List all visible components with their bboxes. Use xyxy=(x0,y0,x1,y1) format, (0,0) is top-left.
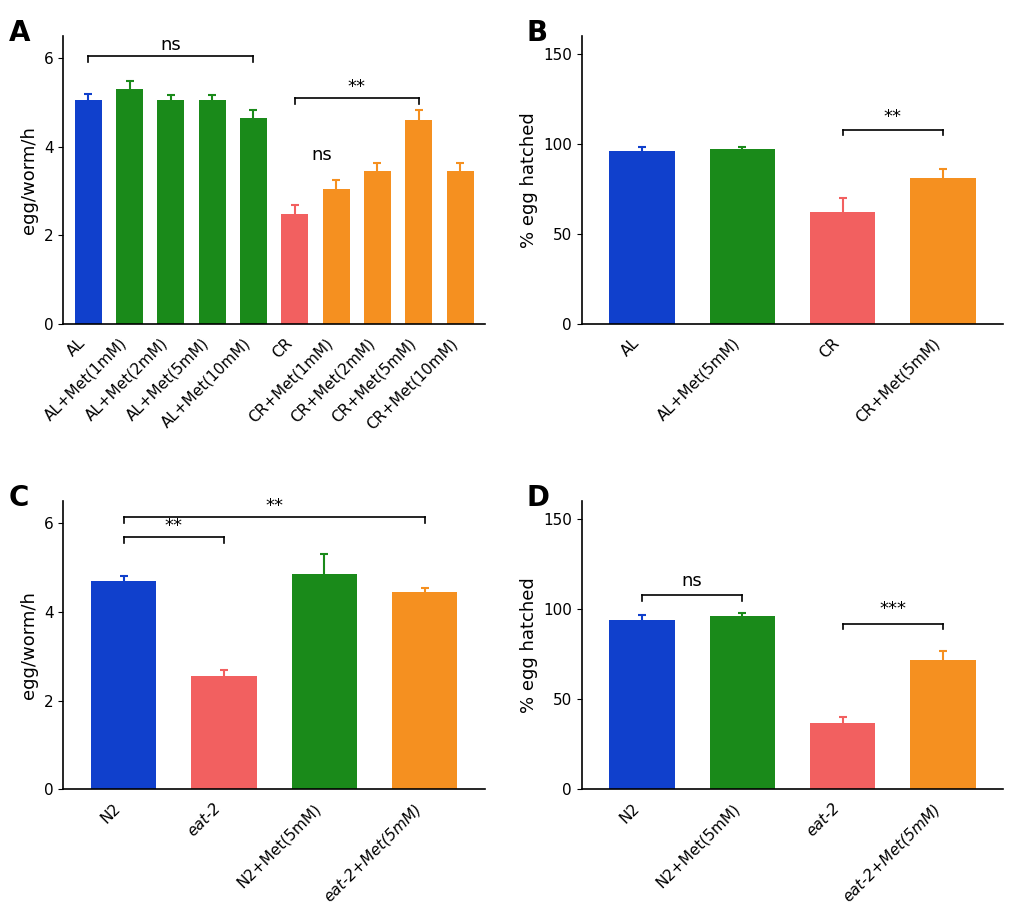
Text: **: ** xyxy=(883,108,901,126)
Text: eat-2+Met(5mM): eat-2+Met(5mM) xyxy=(321,800,424,904)
Y-axis label: egg/worm/h: egg/worm/h xyxy=(20,591,39,699)
Bar xyxy=(709,149,774,324)
Text: N2+Met(5mM): N2+Met(5mM) xyxy=(652,800,742,891)
Bar xyxy=(239,118,267,324)
Text: CR: CR xyxy=(269,336,294,361)
Y-axis label: % egg hatched: % egg hatched xyxy=(519,577,537,713)
Y-axis label: egg/worm/h: egg/worm/h xyxy=(20,126,39,234)
Bar xyxy=(608,621,674,789)
Text: N2+Met(5mM): N2+Met(5mM) xyxy=(234,800,324,891)
Bar xyxy=(446,171,473,324)
Bar xyxy=(608,151,674,324)
Text: ns: ns xyxy=(160,36,181,53)
Text: ns: ns xyxy=(681,572,702,589)
Text: ***: *** xyxy=(878,600,906,619)
Text: **: ** xyxy=(265,497,283,514)
Bar xyxy=(809,212,874,324)
Bar xyxy=(809,723,874,789)
Text: CR: CR xyxy=(816,336,842,361)
Text: eat-2: eat-2 xyxy=(184,800,224,840)
Bar xyxy=(199,100,225,324)
Bar xyxy=(364,171,390,324)
Bar xyxy=(157,100,184,324)
Text: A: A xyxy=(8,18,30,47)
Bar xyxy=(192,676,257,789)
Text: C: C xyxy=(8,484,29,512)
Text: CR+Met(1mM): CR+Met(1mM) xyxy=(247,336,336,425)
Text: N2: N2 xyxy=(98,800,123,826)
Text: **: ** xyxy=(165,516,182,535)
Text: CR+Met(10mM): CR+Met(10mM) xyxy=(363,336,460,432)
Bar xyxy=(910,178,975,324)
Text: AL+Met(10mM): AL+Met(10mM) xyxy=(158,336,254,431)
Bar xyxy=(91,581,156,789)
Text: B: B xyxy=(527,18,547,47)
Bar xyxy=(322,189,350,324)
Bar xyxy=(709,617,774,789)
Bar xyxy=(281,214,308,324)
Text: N2: N2 xyxy=(615,800,641,826)
Bar xyxy=(405,120,432,324)
Text: CR+Met(5mM): CR+Met(5mM) xyxy=(329,336,419,425)
Text: AL+Met(2mM): AL+Met(2mM) xyxy=(83,336,170,423)
Y-axis label: % egg hatched: % egg hatched xyxy=(519,112,537,248)
Text: CR+Met(5mM): CR+Met(5mM) xyxy=(853,336,943,425)
Text: D: D xyxy=(527,484,549,512)
Text: AL+Met(1mM): AL+Met(1mM) xyxy=(42,336,129,423)
Bar xyxy=(116,89,143,324)
Text: **: ** xyxy=(347,77,366,96)
Text: eat-2+Met(5mM): eat-2+Met(5mM) xyxy=(839,800,943,904)
Bar xyxy=(391,592,457,789)
Text: AL: AL xyxy=(618,336,641,360)
Bar xyxy=(74,100,102,324)
Bar xyxy=(291,574,357,789)
Text: AL+Met(5mM): AL+Met(5mM) xyxy=(653,336,742,423)
Text: AL+Met(5mM): AL+Met(5mM) xyxy=(124,336,212,423)
Bar xyxy=(910,659,975,789)
Text: AL: AL xyxy=(64,336,88,360)
Text: ns: ns xyxy=(311,147,332,164)
Text: eat-2: eat-2 xyxy=(803,800,842,840)
Text: CR+Met(2mM): CR+Met(2mM) xyxy=(287,336,377,425)
